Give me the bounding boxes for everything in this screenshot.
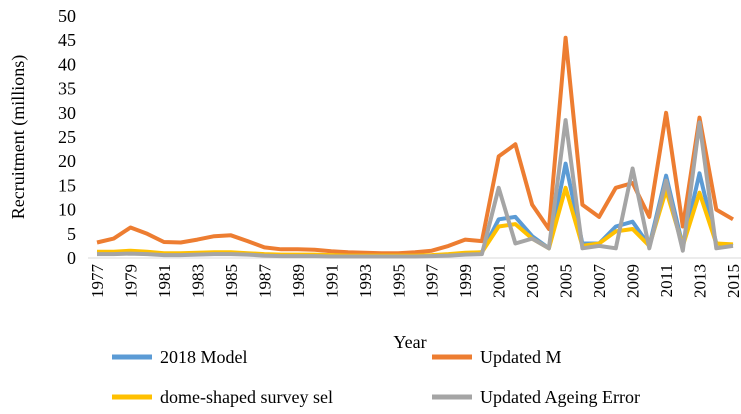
line-series [97, 118, 734, 259]
x-tick-label: 1977 [88, 264, 107, 299]
x-tick-label: 1983 [188, 264, 207, 298]
x-tick-label: 2011 [657, 264, 676, 297]
y-tick-label: 50 [58, 6, 76, 26]
legend-label: 2018 Model [160, 347, 248, 367]
x-tick-label: 1995 [389, 264, 408, 298]
x-tick-label: 1987 [255, 264, 274, 299]
y-tick-label: 35 [58, 79, 76, 99]
legend-label: Updated M [480, 347, 561, 367]
y-tick-label: 0 [67, 248, 76, 268]
y-tick-label: 25 [58, 127, 76, 147]
line-series [96, 35, 735, 256]
x-tick-label: 1997 [423, 264, 442, 299]
x-axis-label: Year [393, 332, 426, 352]
x-tick-label: 2003 [523, 264, 542, 298]
legend-label: Updated Ageing Error [480, 387, 640, 407]
y-axis-label: Recruitment (millions) [8, 55, 29, 219]
y-tick-label: 10 [58, 200, 76, 220]
x-tick-label: 2005 [557, 264, 576, 298]
y-tick-label: 40 [58, 54, 76, 74]
x-tick-label: 2001 [490, 264, 509, 298]
x-tick-label: 1985 [222, 264, 241, 298]
x-tick-label: 2007 [590, 264, 609, 299]
x-tick-label: 1989 [289, 264, 308, 298]
x-tick-label: 1979 [121, 264, 140, 298]
legend-label: dome-shaped survey sel [160, 387, 333, 407]
x-tick-label: 1991 [322, 264, 341, 298]
x-tick-label: 2009 [624, 264, 643, 298]
x-tick-label: 2013 [691, 264, 710, 298]
y-tick-label: 45 [58, 30, 76, 50]
y-tick-label: 30 [58, 103, 76, 123]
x-tick-label: 1993 [356, 264, 375, 298]
x-tick-label: 2015 [724, 264, 741, 298]
y-tick-label: 5 [67, 224, 76, 244]
x-tick-label: 1981 [155, 264, 174, 298]
x-tick-label: 1999 [456, 264, 475, 298]
y-tick-label: 15 [58, 175, 76, 195]
y-tick-label: 20 [58, 151, 76, 171]
